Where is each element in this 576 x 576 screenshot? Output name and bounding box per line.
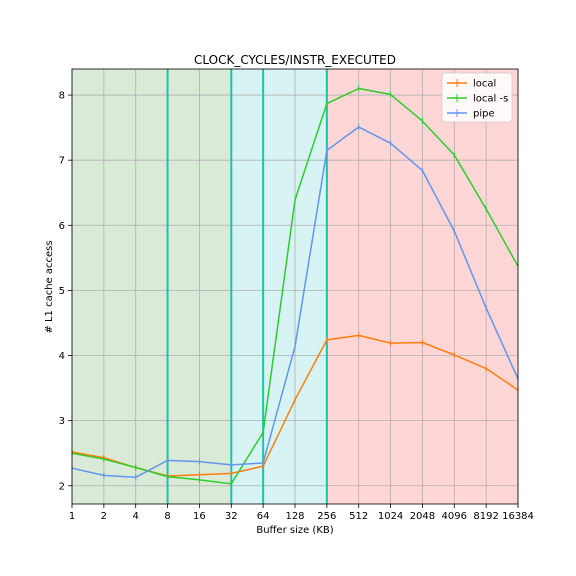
x-tick-label: 4 <box>133 511 139 522</box>
x-axis-ticks: 1 2 4 8 16 32 64 128 256 512 1024 2048 4096 8192 16384 <box>69 504 534 522</box>
x-tick-label: 32 <box>225 511 238 522</box>
y-tick-label: 4 <box>59 351 65 362</box>
x-tick-label: 256 <box>317 511 336 522</box>
y-tick-label: 7 <box>59 156 65 167</box>
x-tick-label: 16384 <box>502 511 534 522</box>
y-axis-ticks: 2 3 4 5 6 7 8 <box>59 91 72 492</box>
shaded-region-2 <box>231 69 327 504</box>
y-tick-label: 2 <box>59 481 65 492</box>
y-tick-label: 8 <box>59 91 65 102</box>
x-tick-label: 8 <box>164 511 170 522</box>
x-tick-label: 64 <box>257 511 270 522</box>
y-tick-label: 6 <box>59 221 65 232</box>
data-series <box>71 85 519 487</box>
legend: local local -s pipe <box>441 72 513 123</box>
legend-label: local <box>473 79 496 90</box>
legend-box <box>441 72 513 123</box>
chart-title: CLOCK_CYCLES/INSTR_EXECUTED <box>194 53 396 67</box>
legend-label: local -s <box>473 94 508 105</box>
x-tick-label: 2048 <box>410 511 435 522</box>
x-axis-label: Buffer size (KB) <box>256 525 333 536</box>
x-tick-label: 4096 <box>442 511 467 522</box>
legend-label: pipe <box>473 109 495 120</box>
x-tick-label: 1 <box>69 511 75 522</box>
x-tick-label: 128 <box>285 511 304 522</box>
x-tick-label: 16 <box>193 511 206 522</box>
y-tick-label: 5 <box>59 286 65 297</box>
y-tick-label: 3 <box>59 416 65 427</box>
x-tick-label: 512 <box>349 511 368 522</box>
shaded-region-1 <box>72 69 232 504</box>
y-axis-label: # L1 cache access <box>44 240 55 333</box>
x-tick-label: 1024 <box>378 511 403 522</box>
x-tick-label: 2 <box>101 511 107 522</box>
x-tick-label: 8192 <box>473 511 498 522</box>
